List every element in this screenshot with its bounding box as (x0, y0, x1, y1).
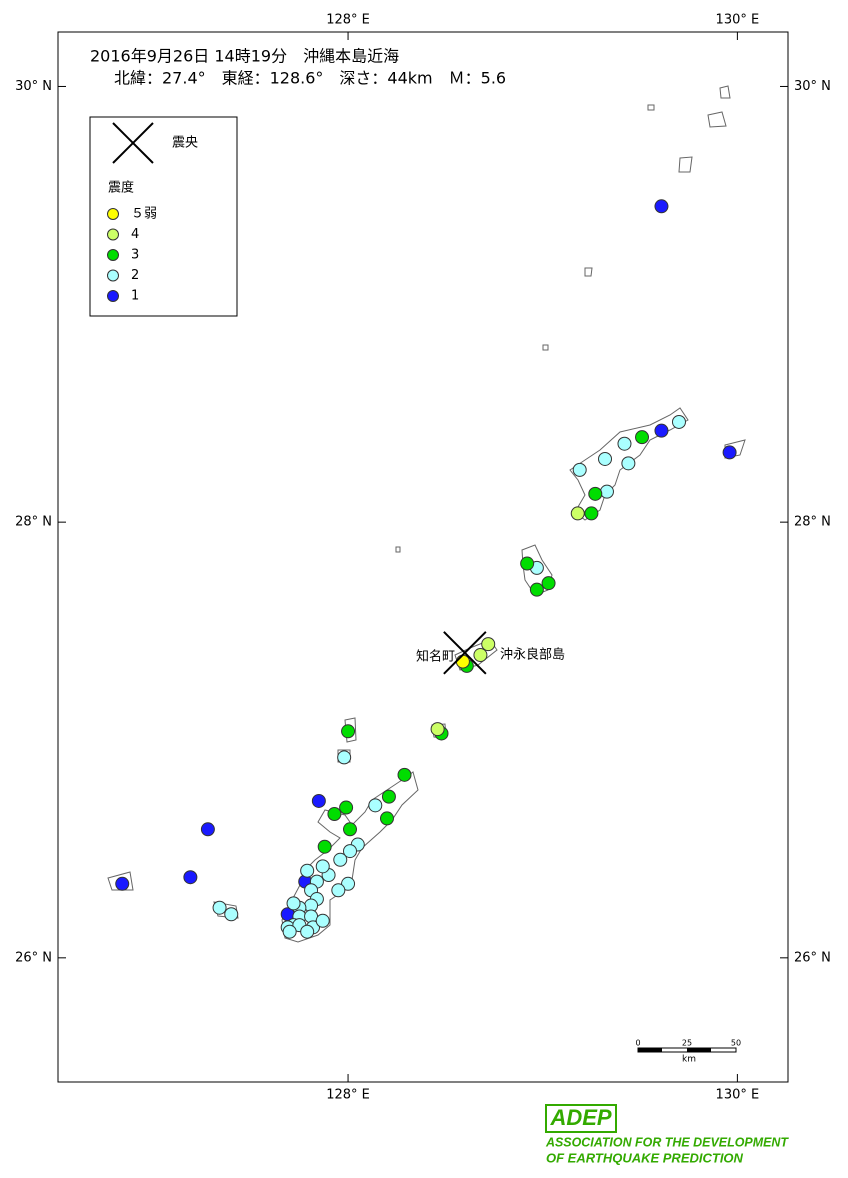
intensity-station (654, 199, 669, 214)
legend-marker (107, 290, 119, 302)
y-tick-label: 30° N (15, 79, 52, 94)
place-label: 知名町 (416, 649, 455, 665)
scale-label: 25 (682, 1039, 692, 1048)
intensity-station (621, 456, 636, 471)
intensity-station (115, 876, 130, 891)
intensity-station (572, 462, 587, 477)
intensity-station (671, 414, 686, 429)
scale-label: 50 (731, 1039, 741, 1048)
epicenter-marker (443, 631, 487, 675)
intensity-station (317, 839, 332, 854)
intensity-station (333, 852, 348, 867)
x-tick-label: 130° E (716, 13, 760, 28)
intensity-station (598, 451, 613, 466)
legend-label: 2 (131, 268, 139, 283)
map-subtitle: 北緯：27.4° 東経：128.6° 深さ：44km Ｍ：5.6 (114, 69, 506, 88)
intensity-station (529, 582, 544, 597)
intensity-station (541, 576, 556, 591)
intensity-station (455, 654, 470, 669)
logo: ADEP ASSOCIATION FOR THE DEVELOPMENT OF … (545, 1104, 789, 1165)
legend-epicenter-label: 震央 (172, 136, 198, 151)
legend-label: 1 (131, 289, 139, 304)
intensity-station (430, 722, 445, 737)
intensity-station (341, 724, 356, 739)
scale-bar: 0 25 50 km (635, 1039, 741, 1065)
intensity-station (588, 486, 603, 501)
intensity-station (331, 883, 346, 898)
legend-label: 4 (131, 227, 139, 242)
scale-bar-segment (687, 1048, 711, 1052)
legend-label: 3 (131, 248, 139, 263)
intensity-station (722, 445, 737, 460)
y-tick-label: 28° N (794, 515, 831, 530)
legend-label: ５弱 (131, 207, 157, 222)
intensity-station (584, 506, 599, 521)
intensity-station (311, 793, 326, 808)
y-tick-label: 30° N (794, 79, 831, 94)
intensity-station (570, 506, 585, 521)
intensity-station (341, 876, 356, 891)
intensity-station (286, 896, 301, 911)
intensity-station (473, 648, 488, 663)
logo-box (545, 1104, 617, 1133)
intensity-station (343, 844, 357, 859)
scale-bar-segment (638, 1048, 662, 1052)
legend-marker (107, 208, 119, 220)
intensity-station (343, 822, 357, 837)
intensity-station (224, 907, 239, 922)
intensity-station (200, 822, 215, 837)
y-tick-label: 26° N (15, 950, 52, 965)
x-tick-label: 130° E (716, 1088, 760, 1103)
intensity-station (212, 900, 227, 915)
y-tick-label: 28° N (15, 515, 52, 530)
intensity-station (337, 750, 352, 765)
intensity-station (654, 423, 669, 438)
logo-line: ASSOCIATION FOR THE DEVELOPMENT (545, 1134, 789, 1149)
intensity-station (282, 924, 297, 939)
intensity-station (339, 800, 354, 815)
intensity-station (481, 637, 496, 652)
legend-epicenter-symbol (112, 122, 154, 164)
scale-label: 0 (635, 1039, 640, 1048)
legend-marker (107, 249, 119, 261)
intensity-station (327, 807, 342, 822)
x-tick-label: 128° E (326, 1088, 370, 1103)
intensity-station (300, 924, 315, 939)
x-tick-label: 128° E (326, 13, 370, 28)
intensity-station (315, 913, 330, 928)
intensity-station (381, 789, 396, 804)
intensity-station (520, 556, 535, 571)
intensity-station (315, 859, 330, 874)
place-label: 沖永良部島 (500, 647, 565, 663)
logo-line: OF EARTHQUAKE PREDICTION (546, 1150, 744, 1165)
intensity-station (379, 811, 394, 826)
intensity-station (635, 430, 649, 445)
legend-marker (107, 228, 119, 241)
intensity-station (617, 436, 632, 451)
map-title: 2016年9月26日 14時19分 沖縄本島近海 (90, 47, 399, 66)
y-tick-label: 26° N (794, 950, 831, 965)
intensity-station (300, 863, 315, 878)
intensity-station (183, 870, 198, 885)
legend-title: 震度 (108, 180, 134, 196)
intensity-station (368, 798, 383, 813)
logo-mark: ADEP (549, 1105, 611, 1130)
scale-unit: km (682, 1055, 696, 1065)
intensity-station (599, 484, 614, 499)
legend-marker (107, 269, 119, 282)
intensity-station (397, 767, 412, 782)
